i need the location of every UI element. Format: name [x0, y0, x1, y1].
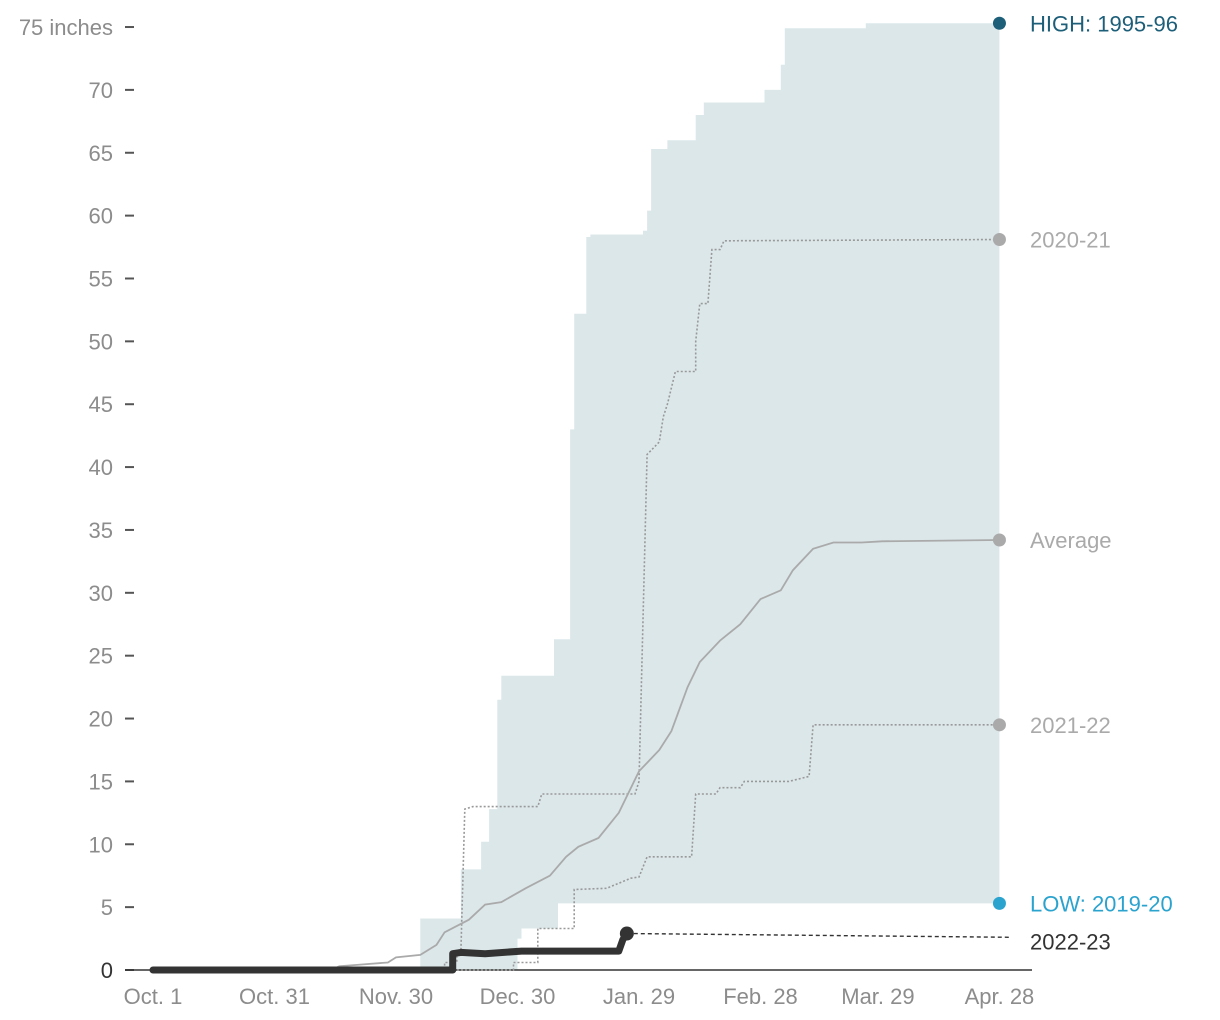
y-tick-label: 65: [89, 141, 113, 166]
end-labels-layer: HIGH: 1995-96 2020-21 Average 2021-22 LOW: 2…: [1030, 11, 1178, 954]
end-label: Average: [1030, 528, 1112, 553]
series-line-average: [153, 539, 1000, 971]
series-line-2022-23-projection: [626, 932, 1012, 938]
x-tick-label: Apr. 28: [965, 984, 1035, 1009]
x-tick-label: Feb. 28: [723, 984, 798, 1009]
y-tick-label: 45: [89, 392, 113, 417]
series-line-2020-21: [153, 238, 1000, 971]
y-tick-label: 40: [89, 455, 113, 480]
current-marker-2022-23: [619, 926, 634, 941]
end-label: 2022-23: [1030, 929, 1111, 954]
y-tick-label: 55: [89, 266, 113, 291]
y-tick-label: 60: [89, 204, 113, 229]
range-area-layer: [387, 23, 1000, 971]
y-tick-label: 25: [89, 644, 113, 669]
y-tick-label: 75 inches: [19, 15, 113, 40]
y-tick-label: 30: [89, 581, 113, 606]
end-markers-layer: [619, 16, 1006, 941]
end-marker-low: [992, 896, 1006, 910]
y-tick-label: 5: [101, 895, 113, 920]
x-tick-label: Oct. 31: [239, 984, 310, 1009]
end-marker-2021-22: [992, 718, 1006, 732]
series-line-2022-23: [149, 930, 631, 974]
end-label: HIGH: 1995-96: [1030, 11, 1178, 36]
end-marker-2020-21: [992, 233, 1006, 247]
y-tick-label: 35: [89, 518, 113, 543]
x-tick-label: Dec. 30: [480, 984, 556, 1009]
y-tick-label: 10: [89, 832, 113, 857]
end-marker-high: [992, 16, 1006, 30]
x-tick-label: Nov. 30: [359, 984, 433, 1009]
end-marker-average: [992, 533, 1006, 547]
end-label: LOW: 2019-20: [1030, 891, 1173, 916]
y-tick-label: 0: [101, 958, 113, 983]
x-tick-label: Oct. 1: [124, 984, 183, 1009]
x-tick-label: Jan. 29: [603, 984, 675, 1009]
end-label: 2021-22: [1030, 713, 1111, 738]
x-tick-label: Mar. 29: [841, 984, 914, 1009]
range-area: [387, 23, 1000, 971]
y-tick-label: 20: [89, 707, 113, 732]
y-tick-label: 15: [89, 769, 113, 794]
series-layer: [149, 238, 1012, 974]
y-tick-label: 70: [89, 78, 113, 103]
y-axis: 0 5 10 15 20 25 30 35 40 45 50 55 60 65 70 75 inches: [19, 15, 134, 983]
x-axis: Oct. 1 Oct. 31 Nov. 30 Dec. 30 Jan. 29 Feb. 2…: [124, 969, 1035, 1009]
end-label: 2020-21: [1030, 228, 1111, 253]
y-tick-label: 50: [89, 329, 113, 354]
